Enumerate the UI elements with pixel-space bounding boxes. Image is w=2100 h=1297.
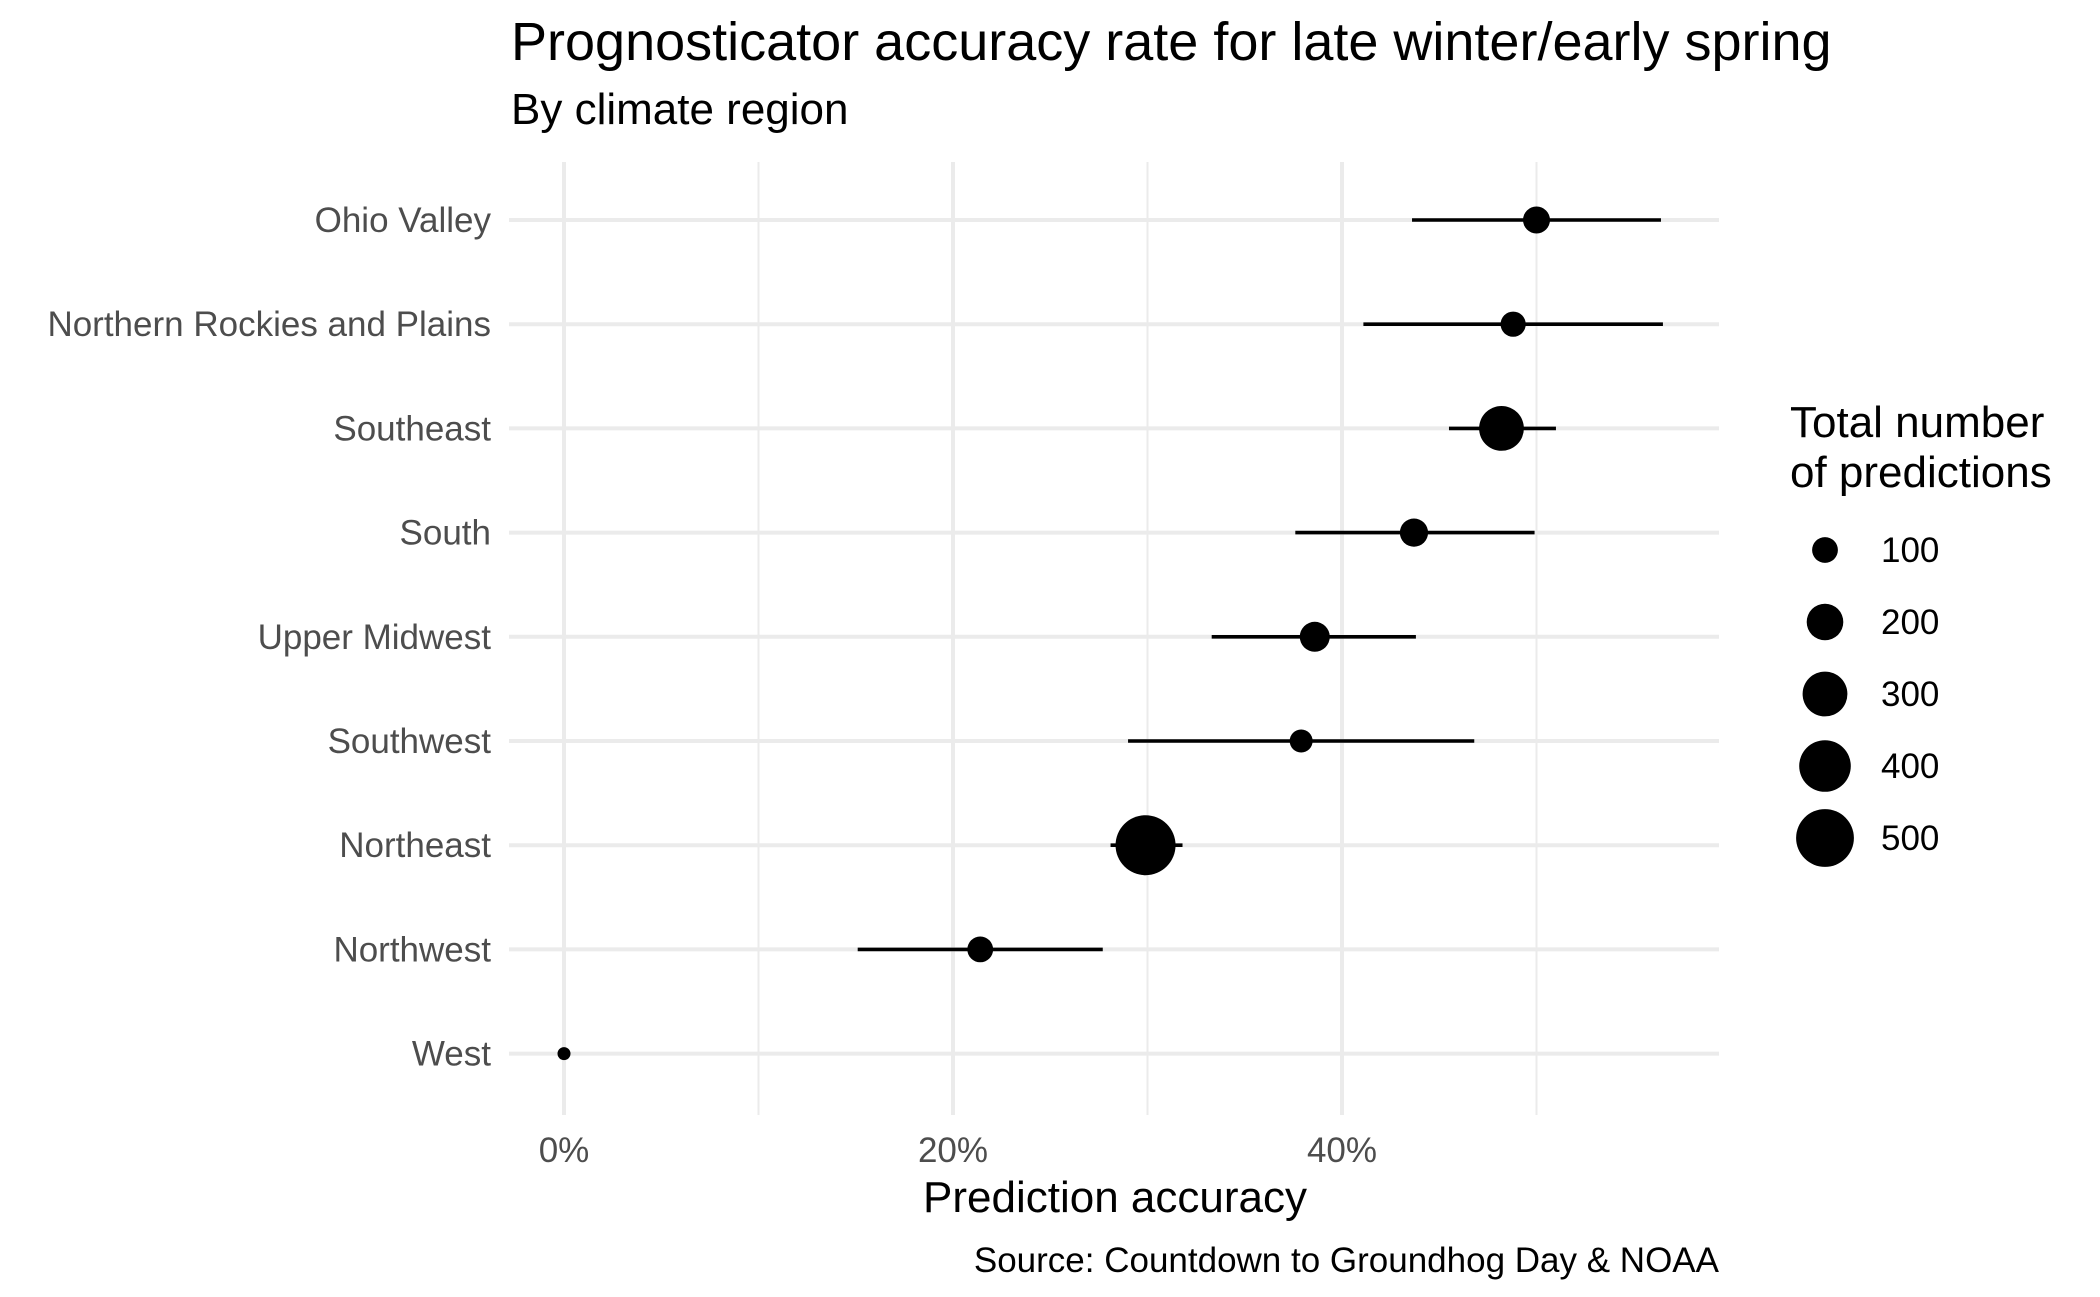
y-tick-label: West — [412, 1035, 491, 1074]
legend-key — [1806, 603, 1844, 641]
legend-title-line-2: of predictions — [1790, 448, 2052, 497]
x-axis-title: Prediction accuracy — [923, 1173, 1307, 1222]
x-axis-labels: 0% 20% 40% — [539, 1131, 1377, 1170]
legend-key — [1796, 809, 1854, 867]
data-point — [1115, 815, 1176, 876]
legend-label: 400 — [1881, 747, 1939, 786]
y-tick-label: Northwest — [333, 930, 491, 969]
chart-title: Prognosticator accuracy rate for late wi… — [511, 12, 1832, 72]
legend-key — [1799, 740, 1851, 792]
legend-label: 200 — [1881, 603, 1939, 642]
data-point — [1500, 311, 1526, 337]
legend-label: 500 — [1881, 819, 1939, 858]
data-point — [967, 936, 994, 963]
data-point — [1523, 206, 1550, 234]
y-tick-label: South — [400, 514, 491, 553]
chart-caption: Source: Countdown to Groundhog Day & NOA… — [974, 1241, 1720, 1280]
legend-title-line-1: Total number — [1790, 398, 2044, 447]
data-points — [557, 206, 1550, 1061]
chart-subtitle: By climate region — [511, 85, 848, 134]
y-tick-label: Southeast — [333, 409, 491, 448]
y-tick-label: Southwest — [328, 722, 492, 761]
legend-label: 300 — [1881, 675, 1939, 714]
grid-layer — [509, 162, 1719, 1115]
legend-label: 100 — [1881, 531, 1939, 570]
data-point — [1289, 729, 1313, 753]
data-point — [1299, 621, 1330, 652]
x-tick-label: 20% — [918, 1131, 988, 1170]
y-tick-label: Upper Midwest — [258, 618, 492, 657]
data-point — [1479, 406, 1524, 451]
data-point — [557, 1047, 571, 1061]
legend-key — [1812, 537, 1838, 563]
x-tick-label: 40% — [1307, 1131, 1377, 1170]
y-tick-label: Northeast — [339, 826, 491, 865]
x-tick-label: 0% — [539, 1131, 590, 1170]
legend-key — [1802, 671, 1848, 717]
y-axis-labels: Ohio Valley Northern Rockies and Plains So… — [47, 201, 491, 1074]
size-legend: Total number of predictions 100 200 300 400… — [1790, 398, 2052, 867]
y-tick-label: Ohio Valley — [315, 201, 492, 240]
data-point — [1399, 518, 1429, 547]
y-tick-label: Northern Rockies and Plains — [47, 305, 491, 344]
error-bars — [857, 218, 1663, 952]
